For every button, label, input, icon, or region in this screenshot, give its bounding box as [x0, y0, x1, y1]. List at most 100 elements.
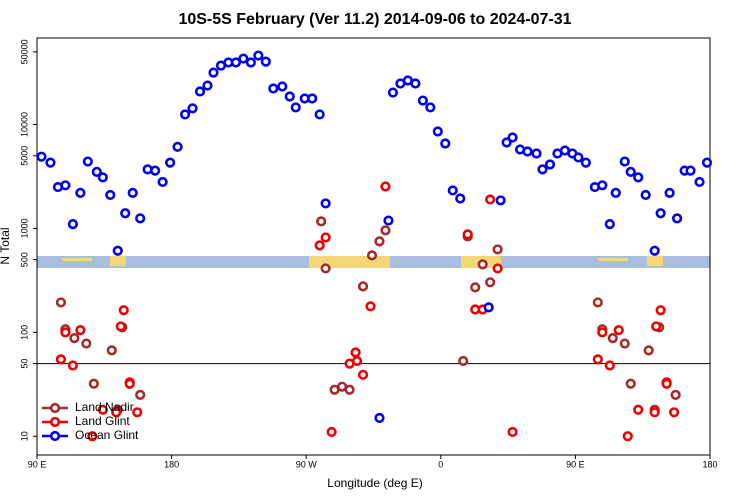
point	[290, 102, 301, 113]
point	[179, 109, 191, 120]
point	[649, 245, 660, 256]
x-tick-label: 0	[438, 459, 443, 469]
y-tick-label: 10	[19, 431, 29, 441]
point	[260, 56, 271, 67]
point	[664, 187, 675, 198]
point	[671, 213, 683, 224]
point	[314, 240, 325, 251]
point	[417, 95, 428, 106]
point	[380, 181, 391, 192]
point	[67, 219, 78, 230]
point	[87, 431, 98, 442]
point	[507, 426, 518, 438]
chart-title: 10S-5S February (Ver 11.2) 2014-09-06 to…	[178, 11, 571, 28]
point	[366, 250, 378, 261]
point	[507, 132, 518, 143]
point	[625, 166, 636, 177]
point	[483, 302, 494, 313]
point	[613, 325, 624, 336]
point	[351, 355, 363, 367]
x-axis-label: Longitude (deg E)	[327, 476, 422, 490]
point	[531, 148, 542, 159]
point	[150, 165, 161, 176]
point	[573, 152, 584, 163]
point	[69, 333, 80, 344]
point	[88, 378, 99, 389]
point	[316, 216, 327, 227]
point	[67, 360, 78, 371]
point	[344, 384, 355, 395]
point	[105, 189, 116, 201]
point	[374, 412, 385, 424]
legend-marker	[49, 416, 61, 428]
point	[172, 141, 183, 152]
point	[157, 176, 168, 188]
legend-label: Land Nadir	[75, 400, 134, 414]
point	[91, 166, 102, 177]
point	[655, 305, 666, 316]
point	[307, 93, 318, 104]
point	[701, 157, 713, 168]
point	[592, 297, 603, 308]
x-tick-label: 180	[164, 459, 179, 469]
map-land	[647, 256, 663, 266]
point	[112, 245, 123, 256]
point	[619, 338, 630, 349]
point	[447, 185, 458, 196]
point	[544, 159, 556, 170]
point	[135, 389, 146, 400]
point	[60, 180, 71, 191]
point	[685, 165, 696, 176]
point	[694, 176, 705, 188]
point	[633, 172, 644, 183]
point	[165, 157, 176, 168]
point	[357, 281, 369, 292]
legend-label: Land Glint	[75, 414, 130, 428]
point	[410, 78, 421, 89]
point	[230, 57, 242, 68]
point	[597, 327, 608, 338]
point	[651, 321, 662, 332]
point	[365, 301, 376, 312]
point	[640, 189, 651, 201]
point	[82, 156, 93, 167]
point	[495, 195, 506, 206]
point	[36, 151, 47, 162]
point	[75, 325, 86, 336]
point	[501, 137, 512, 148]
legend-marker	[49, 402, 61, 414]
point	[187, 103, 198, 114]
point	[320, 198, 331, 209]
legend-marker	[49, 430, 61, 442]
point	[124, 378, 135, 389]
point	[245, 57, 256, 68]
point	[314, 109, 325, 120]
point	[622, 431, 633, 442]
point	[619, 156, 630, 167]
y-tick-label: 500	[19, 252, 29, 267]
y-tick-label: 50	[19, 359, 29, 369]
point	[115, 321, 126, 332]
point	[387, 87, 399, 98]
point	[268, 83, 279, 94]
y-tick-label: 5000	[19, 146, 29, 166]
point	[485, 194, 496, 205]
point	[607, 333, 618, 344]
point	[320, 263, 331, 274]
point	[649, 407, 660, 418]
point	[592, 354, 603, 365]
y-tick-label: 1000	[19, 218, 29, 238]
point	[326, 426, 337, 438]
point	[350, 347, 361, 358]
point	[604, 219, 615, 230]
point	[537, 164, 548, 175]
point	[670, 389, 681, 400]
point	[522, 146, 533, 157]
point	[458, 355, 469, 367]
x-tick-label: 180	[702, 459, 717, 469]
point	[238, 53, 249, 64]
point	[277, 81, 288, 92]
point	[97, 172, 108, 183]
legend-label: Ocean Glint	[75, 428, 139, 442]
point	[604, 360, 615, 371]
